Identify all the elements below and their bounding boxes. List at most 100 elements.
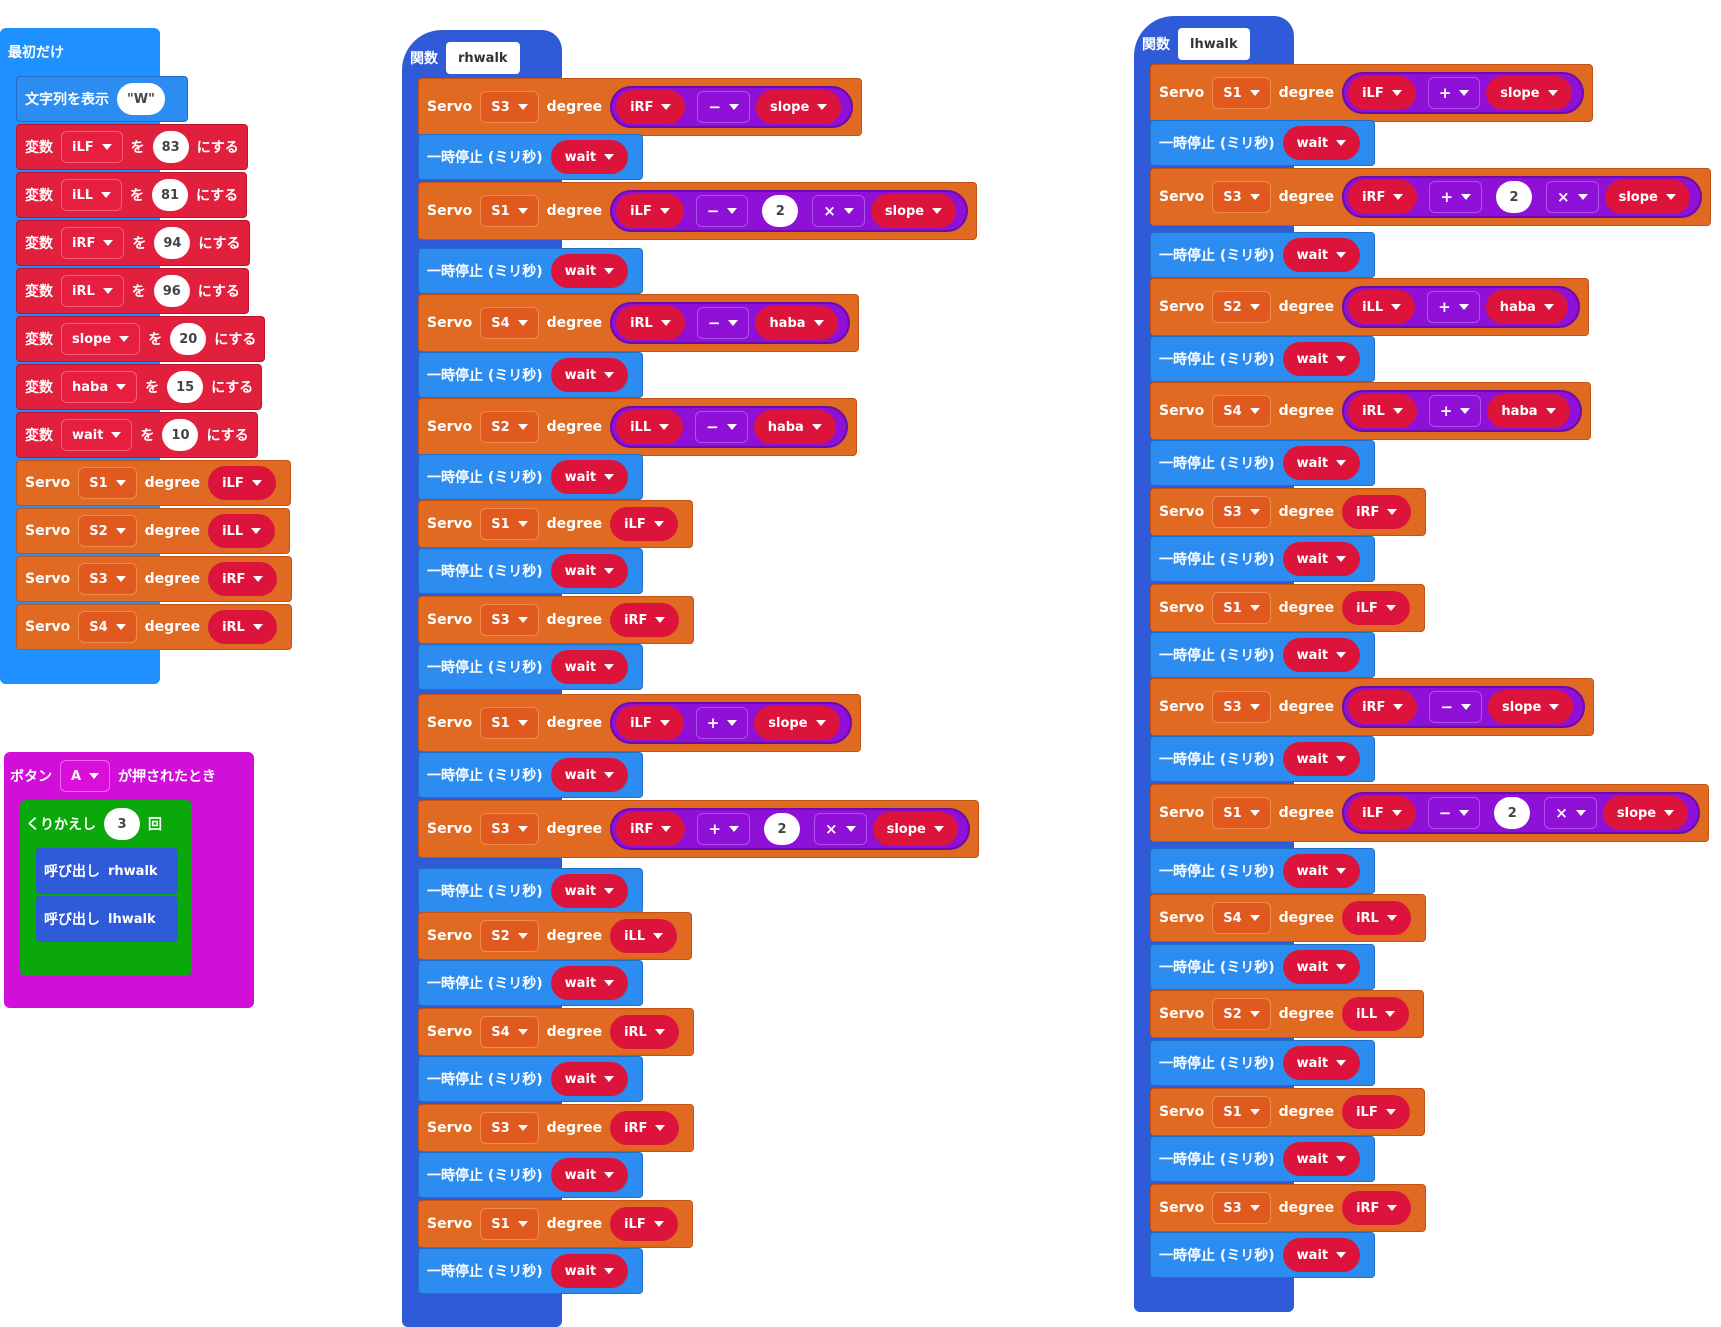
servo-block[interactable]: Servo S3 degree iRF [418, 1104, 695, 1152]
variable-reporter[interactable]: iRF [610, 1111, 680, 1145]
operator-dropdown[interactable]: + [1429, 181, 1483, 213]
variable-reporter[interactable]: slope [1602, 796, 1689, 830]
servo-block[interactable]: Servo S3 degree iRF +2 × slope [418, 800, 979, 858]
pause-block[interactable]: 一時停止 (ミリ秒) wait [1150, 848, 1376, 894]
pause-block[interactable]: 一時停止 (ミリ秒) wait [418, 1056, 644, 1102]
servo-block[interactable]: Servo S1 degree iLF + slope [418, 694, 861, 752]
pause-block[interactable]: 一時停止 (ミリ秒) wait [1150, 1136, 1376, 1182]
variable-reporter[interactable]: iLF [610, 1207, 678, 1241]
servo-block[interactable]: Servo S3 degree iRF [418, 596, 695, 644]
variable-reporter[interactable]: iLF [1342, 1095, 1410, 1129]
servo-block[interactable]: Servo S3 degree iRF − slope [418, 78, 863, 136]
value-input[interactable]: 83 [152, 131, 189, 163]
servo-block[interactable]: Servo S2 degree iLL [1150, 990, 1425, 1038]
servo-port-dropdown[interactable]: S3 [1212, 691, 1271, 723]
variable-reporter[interactable]: iRL [616, 306, 685, 340]
operator-dropdown[interactable]: − [1427, 797, 1481, 829]
variable-reporter[interactable]: slope [756, 90, 842, 124]
servo-block[interactable]: Servo S3 degree iRF +2 × slope [1150, 168, 1711, 226]
servo-block[interactable]: Servo S1 degree iLF [1150, 584, 1425, 632]
variable-reporter[interactable]: iLF [1348, 76, 1416, 110]
servo-port-dropdown[interactable]: S3 [480, 1112, 539, 1144]
variable-reporter[interactable]: iRF [1342, 495, 1412, 529]
servo-block[interactable]: Servo S1 degree iLF − 2 × slope [418, 182, 978, 240]
variable-reporter[interactable]: haba [1485, 290, 1568, 324]
pause-block[interactable]: 一時停止 (ミリ秒) wait [418, 1248, 644, 1294]
set-variable-block[interactable]: 変数 iRF を 94 にする [16, 220, 250, 266]
variable-reporter[interactable]: wait [550, 140, 629, 174]
pause-block[interactable]: 一時停止 (ミリ秒) wait [418, 960, 644, 1006]
servo-block[interactable]: Servo S4 degree iRL + haba [1150, 382, 1591, 440]
variable-reporter[interactable]: wait [1282, 126, 1361, 160]
show-string-value[interactable]: "W" [117, 83, 165, 115]
servo-block[interactable]: Servo S2 degree iLL [16, 508, 291, 554]
servo-port-dropdown[interactable]: S4 [78, 611, 137, 643]
math-expression[interactable]: iRF − slope [610, 86, 854, 128]
servo-port-dropdown[interactable]: S4 [1212, 902, 1271, 934]
pause-block[interactable]: 一時停止 (ミリ秒) wait [1150, 336, 1376, 382]
servo-port-dropdown[interactable]: S2 [1212, 291, 1271, 323]
variable-reporter[interactable]: slope [870, 194, 957, 228]
servo-port-dropdown[interactable]: S2 [480, 411, 539, 443]
variable-reporter[interactable]: iRF [1342, 1191, 1412, 1225]
variable-reporter[interactable]: wait [1282, 854, 1361, 888]
number-input[interactable]: 2 [1496, 181, 1533, 213]
variable-reporter[interactable]: wait [1282, 638, 1361, 672]
pause-block[interactable]: 一時停止 (ミリ秒) wait [418, 752, 644, 798]
servo-port-dropdown[interactable]: S3 [480, 813, 539, 845]
variable-reporter[interactable]: slope [872, 812, 958, 846]
servo-port-dropdown[interactable]: S1 [1212, 1096, 1271, 1128]
servo-block[interactable]: Servo S1 degree iLF + slope [1150, 64, 1593, 122]
call-rhwalk-block[interactable]: 呼び出し rhwalk [36, 848, 178, 894]
variable-dropdown[interactable]: iLF [61, 131, 123, 163]
operator-dropdown[interactable]: + [1427, 291, 1480, 323]
set-variable-block[interactable]: 変数 iRL を 96 にする [16, 268, 249, 314]
variable-reporter[interactable]: iLF [616, 706, 684, 740]
variable-reporter[interactable]: wait [1282, 950, 1361, 984]
variable-reporter[interactable]: wait [550, 966, 629, 1000]
pause-block[interactable]: 一時停止 (ミリ秒) wait [1150, 232, 1376, 278]
variable-reporter[interactable]: iLL [1342, 997, 1410, 1031]
function-name-field[interactable]: lhwalk [1178, 28, 1250, 60]
servo-port-dropdown[interactable]: S2 [1212, 998, 1271, 1030]
function-name-field[interactable]: rhwalk [446, 42, 520, 74]
pause-block[interactable]: 一時停止 (ミリ秒) wait [418, 868, 644, 914]
set-variable-block[interactable]: 変数 slope を 20 にする [16, 316, 266, 362]
math-expression[interactable]: iLF + slope [610, 702, 852, 744]
set-variable-block[interactable]: 変数 haba を 15 にする [16, 364, 263, 410]
pause-block[interactable]: 一時停止 (ミリ秒) wait [1150, 944, 1376, 990]
pause-block[interactable]: 一時停止 (ミリ秒) wait [1150, 440, 1376, 486]
servo-port-dropdown[interactable]: S1 [480, 195, 539, 227]
variable-reporter[interactable]: iRF [208, 562, 278, 596]
variable-reporter[interactable]: iRF [1348, 690, 1418, 724]
servo-port-dropdown[interactable]: S1 [1212, 77, 1271, 109]
servo-block[interactable]: Servo S4 degree iRL [418, 1008, 694, 1056]
servo-port-dropdown[interactable]: S1 [78, 467, 137, 499]
value-input[interactable]: 81 [152, 179, 189, 211]
servo-port-dropdown[interactable]: S1 [480, 1208, 539, 1240]
variable-reporter[interactable]: slope [1604, 180, 1690, 214]
variable-reporter[interactable]: wait [550, 358, 629, 392]
set-variable-block[interactable]: 変数 iLL を 81 にする [16, 172, 248, 218]
pause-block[interactable]: 一時停止 (ミリ秒) wait [1150, 1232, 1376, 1278]
value-input[interactable]: 96 [153, 275, 190, 307]
operator-dropdown[interactable]: + [695, 707, 749, 739]
math-expression[interactable]: iRF +2 × slope [610, 808, 970, 850]
value-input[interactable]: 94 [154, 227, 191, 259]
pause-block[interactable]: 一時停止 (ミリ秒) wait [418, 454, 644, 500]
servo-block[interactable]: Servo S1 degree iLF [1150, 1088, 1425, 1136]
operator-dropdown[interactable]: × [1546, 181, 1599, 213]
variable-dropdown[interactable]: haba [61, 371, 138, 403]
variable-reporter[interactable]: slope [1488, 690, 1574, 724]
servo-port-dropdown[interactable]: S2 [480, 920, 539, 952]
servo-block[interactable]: Servo S2 degree iLL − haba [418, 398, 857, 456]
value-input[interactable]: 15 [167, 371, 204, 403]
operator-dropdown[interactable]: + [1428, 395, 1482, 427]
operator-dropdown[interactable]: + [697, 813, 751, 845]
servo-port-dropdown[interactable]: S3 [1212, 181, 1271, 213]
variable-reporter[interactable]: slope [754, 706, 840, 740]
variable-reporter[interactable]: wait [550, 1158, 629, 1192]
variable-reporter[interactable]: iLF [208, 466, 276, 500]
variable-reporter[interactable]: wait [550, 460, 629, 494]
servo-port-dropdown[interactable]: S4 [480, 1016, 539, 1048]
